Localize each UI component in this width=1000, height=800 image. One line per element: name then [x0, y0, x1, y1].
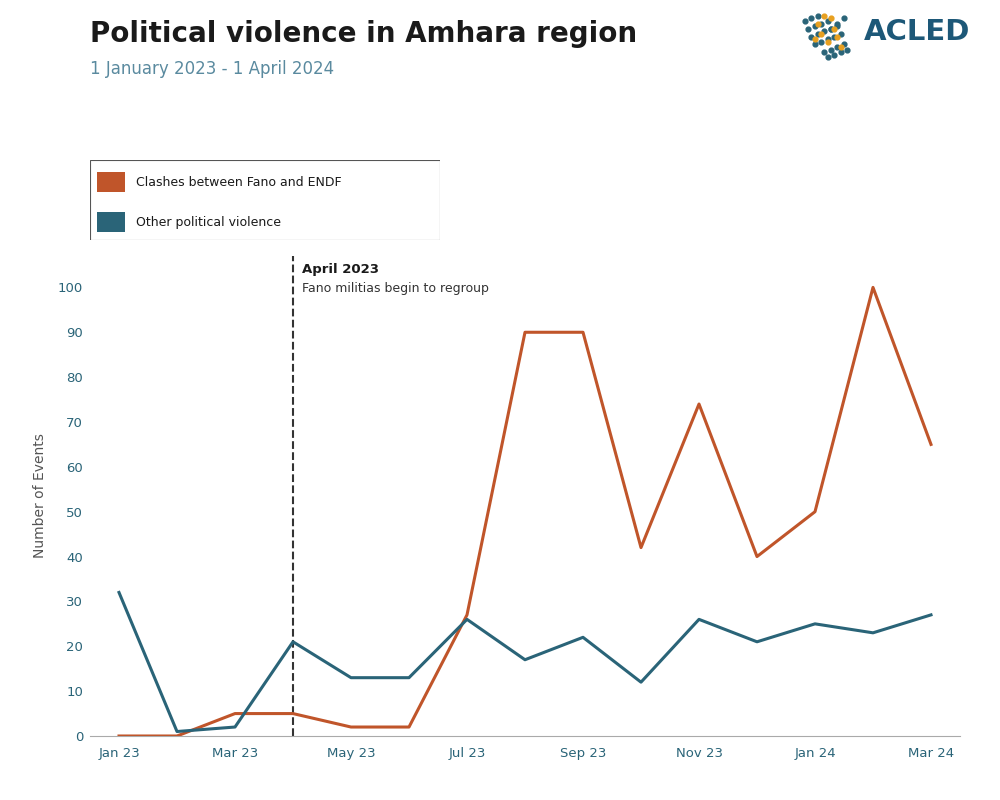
- Point: [820, 14, 836, 27]
- Point: [816, 46, 832, 58]
- Point: [820, 35, 836, 48]
- Point: [806, 33, 822, 46]
- Point: [829, 17, 845, 30]
- Point: [823, 22, 839, 35]
- Point: [820, 51, 836, 64]
- Point: [829, 41, 845, 54]
- FancyBboxPatch shape: [90, 160, 440, 240]
- Text: Political violence in Amhara region: Political violence in Amhara region: [90, 20, 637, 48]
- Point: [823, 43, 839, 56]
- Y-axis label: Number of Events: Number of Events: [33, 434, 47, 558]
- Point: [797, 14, 813, 27]
- Text: April 2023: April 2023: [302, 263, 379, 276]
- Point: [823, 22, 839, 35]
- Bar: [97, 212, 125, 232]
- Bar: [97, 172, 125, 192]
- Point: [836, 38, 852, 51]
- Point: [836, 12, 852, 25]
- Point: [829, 20, 845, 33]
- Point: [816, 25, 832, 38]
- Point: [833, 46, 849, 58]
- Text: Fano militias begin to regroup: Fano militias begin to regroup: [302, 282, 489, 295]
- Point: [806, 20, 822, 33]
- Point: [829, 30, 845, 43]
- Point: [833, 41, 849, 54]
- Text: Clashes between Fano and ENDF: Clashes between Fano and ENDF: [136, 176, 341, 189]
- Text: ACLED: ACLED: [864, 18, 970, 46]
- Point: [803, 12, 819, 25]
- Point: [810, 10, 826, 22]
- Point: [823, 12, 839, 25]
- Point: [826, 30, 842, 43]
- Point: [833, 27, 849, 40]
- Point: [813, 17, 829, 30]
- Point: [826, 48, 842, 61]
- Point: [826, 22, 842, 35]
- Text: Other political violence: Other political violence: [136, 216, 280, 229]
- Point: [820, 33, 836, 46]
- Point: [806, 38, 822, 51]
- Point: [813, 27, 829, 40]
- Point: [816, 10, 832, 22]
- Point: [800, 22, 816, 35]
- Point: [810, 27, 826, 40]
- Point: [810, 17, 826, 30]
- Point: [803, 30, 819, 43]
- Point: [839, 43, 855, 56]
- Point: [813, 35, 829, 48]
- Text: 1 January 2023 - 1 April 2024: 1 January 2023 - 1 April 2024: [90, 60, 334, 78]
